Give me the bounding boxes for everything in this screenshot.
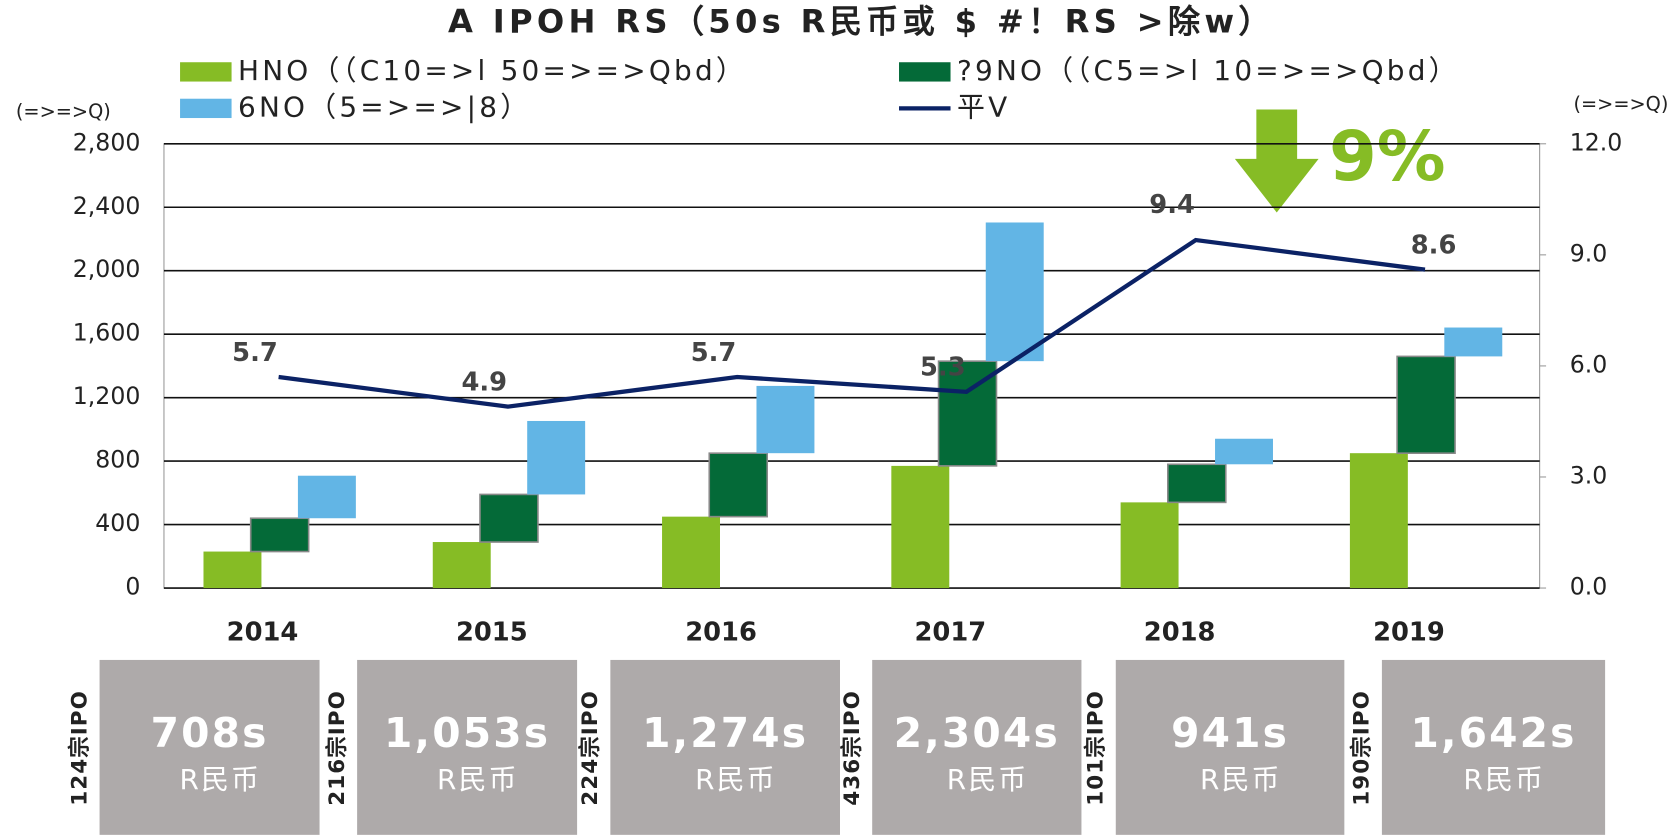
box-amount: 1,053s [384,709,550,757]
y-tick-label: 2,400 [73,192,141,220]
bar-segment [527,420,586,495]
y-tick-label: 1,600 [73,319,141,347]
x-tick-label: 2015 [456,618,528,648]
box-amount: 1,274s [642,709,808,757]
x-tick-label: 2018 [1144,618,1216,648]
box-unit: R民币 [437,763,519,796]
box-unit: R民币 [947,763,1029,796]
summary-box [1381,659,1606,835]
y-tick-label: 2,800 [73,128,141,156]
bar-segment [891,465,950,589]
box-count: 216宗IPO [324,690,350,806]
box-count: 101宗IPO [1082,690,1108,806]
y-tick-label: 2,000 [73,255,141,283]
bar-segment [297,475,356,519]
y2-axis-label: (=>=>Q) [1573,93,1668,116]
y2-tick-label: 0.0 [1570,573,1608,601]
box-count: 224宗IPO [577,690,603,806]
bar-segment [708,452,769,518]
data-label: 9.4 [1149,190,1195,220]
x-tick-label: 2016 [685,618,757,648]
legend-label: 6NO（5=>=>|8） [238,90,531,123]
box-amount: 708s [151,709,269,757]
bar-segment [1215,438,1273,465]
legend-swatch [180,98,232,119]
y-tick-label: 0 [125,573,140,601]
y2-tick-label: 9.0 [1570,239,1608,267]
summary-box [99,659,320,835]
bar-segment [1396,355,1456,454]
x-tick-label: 2019 [1373,618,1445,648]
y-axis-label: (=>=>Q) [16,100,111,123]
bar-segment [1349,453,1408,589]
bar-segment [756,385,815,454]
y-tick-label: 1,200 [73,382,141,410]
bar-segment [1120,502,1179,589]
box-unit: R民币 [1200,763,1282,796]
y2-tick-label: 6.0 [1570,350,1608,378]
legend-label: ?9NO（（C5=>l 10=>=>Qbd） [957,54,1460,87]
box-unit: R民币 [1463,763,1545,796]
summary-box [872,659,1082,835]
legend-swatch [180,62,232,82]
box-amount: 2,304s [894,709,1060,757]
data-label: 5.7 [232,338,278,368]
bar-segment [1444,327,1503,357]
data-label: 5.7 [691,338,737,368]
bar-segment [479,493,539,543]
legend-swatch [899,62,951,82]
chart-title: A IPOH RS（50s R民币或 $ #！RS >除w） [448,3,1275,41]
y-tick-label: 400 [95,509,140,537]
bar-segment [985,222,1044,362]
box-amount: 1,642s [1410,709,1576,757]
plot-border [163,143,1541,589]
bar-segment [1167,463,1227,504]
data-label: 4.9 [461,368,507,398]
box-count: 124宗IPO [66,690,92,806]
x-tick-label: 2017 [915,618,987,648]
down-arrow [1234,109,1319,213]
data-label: 5.3 [920,353,966,383]
line-series [278,237,1426,409]
y2-tick-label: 12.0 [1570,128,1623,156]
bar-segment [432,542,491,589]
legend-label: HNO（（C10=>l 50=>=>Qbd） [238,54,747,87]
box-unit: R民币 [179,763,261,796]
box-unit: R民币 [695,763,777,796]
box-count: 436宗IPO [839,690,865,806]
summary-box [1115,659,1345,835]
y-tick-label: 800 [95,446,140,474]
bar-segment [249,517,310,553]
legend-label: 平V [957,90,1010,123]
bar-segment [203,551,262,589]
x-tick-label: 2014 [227,618,299,648]
y2-tick-label: 3.0 [1570,461,1608,489]
box-count: 190宗IPO [1349,690,1375,806]
summary-box [357,659,578,835]
data-label: 8.6 [1411,231,1457,261]
bar-segment [662,516,720,589]
annotation: 9% [1329,117,1446,197]
summary-box [610,659,840,835]
box-amount: 941s [1171,709,1289,757]
